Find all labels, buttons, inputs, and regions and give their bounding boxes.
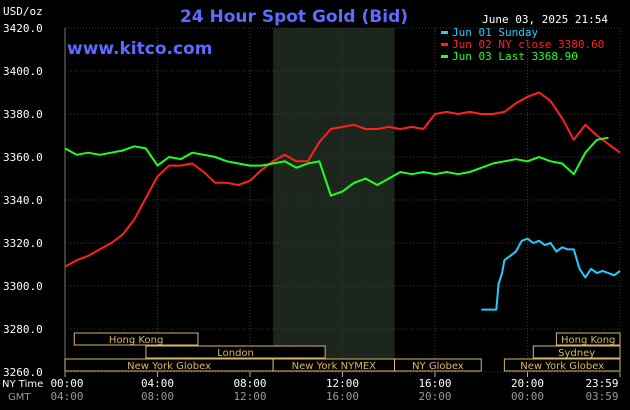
chart-title: 24 Hour Spot Gold (Bid) bbox=[180, 7, 408, 27]
x-tick-label-gmt: 20:00 bbox=[418, 390, 451, 403]
session-label: New York Globex bbox=[127, 361, 211, 372]
unit-label: USD/oz bbox=[3, 5, 43, 18]
x-tick-label-ny: 20:00 bbox=[511, 377, 544, 390]
x-tick-label-gmt: 00:00 bbox=[511, 390, 544, 403]
y-tick-label: 3320.0 bbox=[3, 237, 43, 250]
x-tick-label-ny: 04:00 bbox=[141, 377, 174, 390]
x-tick-label-ny: 08:00 bbox=[233, 377, 266, 390]
nymex-session-shade bbox=[273, 28, 395, 372]
y-tick-label: 3300.0 bbox=[3, 280, 43, 293]
session-label: Hong Kong bbox=[561, 335, 615, 346]
series-lines bbox=[64, 91, 621, 311]
y-tick-label: 3340.0 bbox=[3, 194, 43, 207]
y-tick-label: 3400.0 bbox=[3, 65, 43, 78]
x-tick-label-ny: 00:00 bbox=[50, 377, 83, 390]
series-line-1 bbox=[64, 91, 621, 268]
y-tick-label: 3420.0 bbox=[3, 22, 43, 35]
session-label: NY Globex bbox=[412, 361, 464, 372]
session-box bbox=[145, 345, 326, 359]
x-tick-label-gmt: 16:00 bbox=[326, 390, 359, 403]
x-tick-label-gmt: 04:00 bbox=[50, 390, 83, 403]
series-line-0 bbox=[481, 237, 621, 311]
legend-label: Jun 03 Last 3368.90 bbox=[452, 50, 578, 63]
session-box bbox=[394, 358, 482, 372]
ny-time-label: NY Time bbox=[2, 379, 43, 390]
shade-rect bbox=[273, 28, 395, 372]
legend-swatch bbox=[441, 55, 448, 58]
session-label: New York NYMEX bbox=[292, 361, 377, 372]
legend-swatch bbox=[441, 43, 448, 46]
legend-swatch bbox=[441, 31, 448, 34]
session-label: New York Globex bbox=[520, 361, 604, 372]
market-sessions: Hong Kong Hong Kong London Sydney New York G… bbox=[64, 332, 621, 372]
grid bbox=[64, 27, 621, 373]
legend-label: Jun 01 Sunday bbox=[452, 26, 538, 39]
x-tick-label-ny: 23:59 bbox=[585, 377, 618, 390]
datetime-label: June 03, 2025 21:54 bbox=[482, 13, 608, 26]
session-box bbox=[555, 332, 621, 346]
legend-label: Jun 02 NY close 3380.60 bbox=[452, 38, 604, 51]
x-tick-label-ny: 12:00 bbox=[326, 377, 359, 390]
y-tick-label: 3260.0 bbox=[3, 366, 43, 379]
brand-link[interactable]: www.kitco.com bbox=[67, 39, 212, 59]
x-tick-label-gmt: 03:59 bbox=[585, 390, 618, 403]
y-tick-label: 3280.0 bbox=[3, 323, 43, 336]
x-tick-label-gmt: 08:00 bbox=[141, 390, 174, 403]
session-box bbox=[503, 358, 621, 372]
gmt-label: GMT bbox=[8, 392, 31, 403]
session-label: Sydney bbox=[558, 348, 595, 359]
y-tick-label: 3380.0 bbox=[3, 108, 43, 121]
session-box bbox=[73, 332, 199, 346]
x-tick-label-ny: 16:00 bbox=[418, 377, 451, 390]
y-axis-ticks: 3420.0 3400.0 3380.0 3360.0 3340.0 3320.0 3300… bbox=[3, 22, 43, 379]
session-box bbox=[532, 345, 621, 359]
session-label: Hong Kong bbox=[109, 335, 163, 346]
series-line-2 bbox=[64, 136, 609, 197]
session-label: London bbox=[217, 348, 254, 359]
y-tick-label: 3360.0 bbox=[3, 151, 43, 164]
x-tick-label-gmt: 12:00 bbox=[233, 390, 266, 403]
